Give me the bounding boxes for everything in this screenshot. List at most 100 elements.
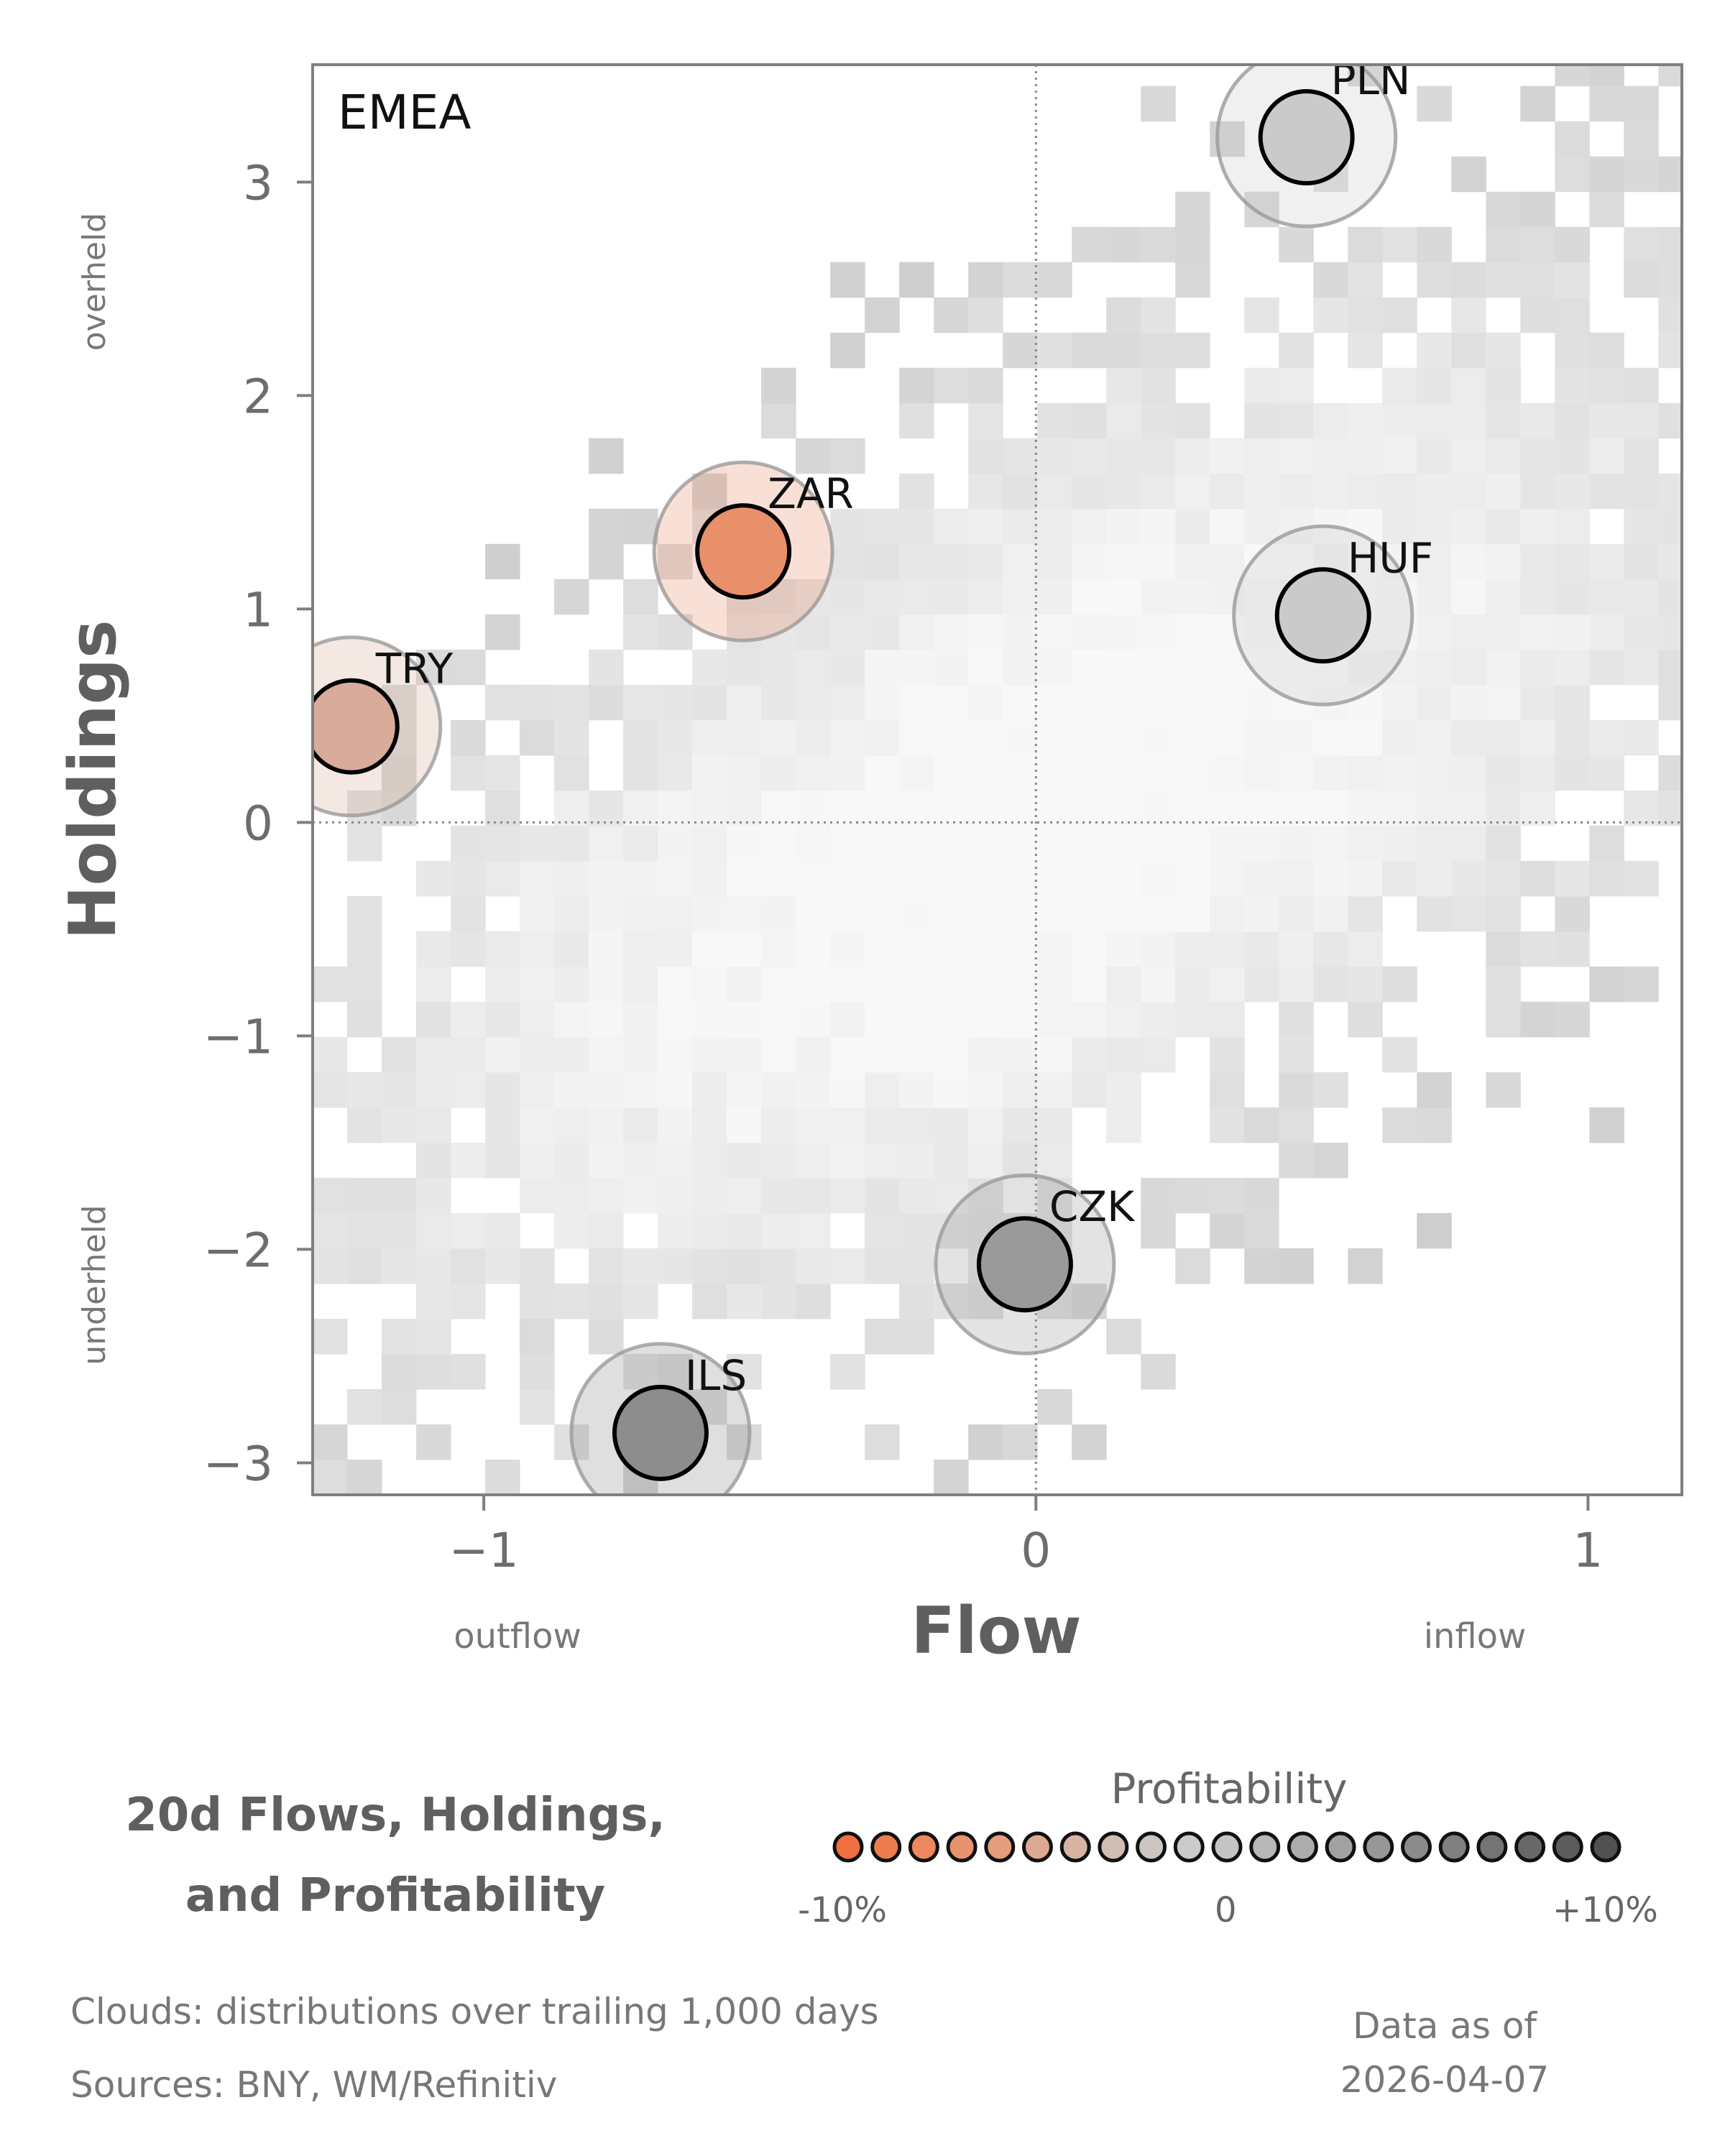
- cloud-cell: [1658, 614, 1682, 650]
- cloud-cell: [865, 966, 900, 1003]
- cloud-cell: [1624, 473, 1659, 510]
- cloud-cell: [1037, 931, 1072, 967]
- cloud-cell: [899, 1212, 934, 1249]
- cloud-cell: [554, 1107, 589, 1143]
- cloud-cell: [796, 1072, 831, 1108]
- cloud-cell: [1106, 1036, 1141, 1073]
- cloud-cell: [451, 931, 486, 967]
- cloud-cell: [1555, 402, 1590, 439]
- cloud-cell: [830, 1353, 865, 1390]
- legend-swatch: [1098, 1831, 1129, 1863]
- cloud-cell: [1175, 614, 1210, 650]
- cloud-cell: [1382, 297, 1417, 333]
- cloud-cell: [1486, 1001, 1521, 1038]
- cloud-cell: [658, 860, 693, 897]
- cloud-cell: [589, 1212, 624, 1249]
- cloud-cell: [1417, 262, 1452, 298]
- cloud-cell: [554, 825, 589, 862]
- cloud-cell: [1313, 297, 1348, 333]
- cloud-cell: [313, 1072, 348, 1108]
- cloud-cell: [1451, 402, 1486, 439]
- cloud-cell: [761, 1248, 796, 1284]
- cloud-cell: [1486, 966, 1521, 1003]
- cloud-cell: [1037, 684, 1072, 721]
- cloud-cell: [1106, 719, 1141, 756]
- legend-swatch: [1249, 1831, 1281, 1863]
- cloud-cell: [761, 1072, 796, 1108]
- cloud-cell: [1003, 438, 1038, 474]
- cloud-cell: [658, 1072, 693, 1108]
- point-marker: [1274, 567, 1371, 664]
- cloud-cell: [727, 1248, 762, 1284]
- cloud-cell: [1175, 755, 1210, 791]
- cloud-cell: [1141, 1353, 1176, 1390]
- cloud-cell: [1210, 895, 1245, 932]
- cloud-cell: [1555, 508, 1590, 545]
- cloud-cell: [1520, 719, 1555, 756]
- cloud-cell: [1175, 825, 1210, 862]
- cloud-cell: [1175, 790, 1210, 826]
- cloud-cell: [347, 966, 382, 1003]
- y-tick-label: 1: [243, 582, 273, 637]
- cloud-cell: [830, 1001, 865, 1038]
- cloud-cell: [1175, 966, 1210, 1003]
- footer-title-line2: and Profitability: [185, 1869, 606, 1922]
- cloud-cell: [1279, 1001, 1314, 1038]
- cloud-cell: [1486, 191, 1521, 228]
- cloud-cell: [727, 931, 762, 967]
- cloud-cell: [1003, 825, 1038, 862]
- cloud-cell: [830, 508, 865, 545]
- cloud-cell: [451, 649, 486, 686]
- cloud-cell: [451, 1072, 486, 1108]
- cloud-cell: [1348, 332, 1383, 369]
- cloud-cell: [865, 1107, 900, 1143]
- cloud-cell: [1210, 649, 1245, 686]
- cloud-cell: [761, 825, 796, 862]
- cloud-cell: [899, 262, 934, 298]
- cloud-cell: [554, 860, 589, 897]
- cloud-cell: [1210, 438, 1245, 474]
- legend-swatch: [1173, 1831, 1205, 1863]
- cloud-cell: [1520, 262, 1555, 298]
- cloud-cell: [1313, 473, 1348, 510]
- cloud-cell: [934, 966, 969, 1003]
- asof-line1: Data as of: [1352, 2005, 1537, 2047]
- cloud-cell: [520, 931, 555, 967]
- cloud-cell: [1279, 1248, 1314, 1284]
- cloud-cell: [968, 1001, 1003, 1038]
- cloud-cell: [1348, 860, 1383, 897]
- cloud-cell: [1141, 508, 1176, 545]
- cloud-cell: [658, 1001, 693, 1038]
- cloud-cell: [313, 1318, 348, 1355]
- cloud-cell: [692, 684, 727, 721]
- cloud-cell: [1486, 895, 1521, 932]
- cloud-cell: [761, 1177, 796, 1214]
- legend-swatch: [1059, 1831, 1091, 1863]
- cloud-cell: [934, 860, 969, 897]
- cloud-cell: [1141, 614, 1176, 650]
- x-tick-label: 1: [1573, 1523, 1603, 1578]
- cloud-cell: [1313, 719, 1348, 756]
- cloud-cell: [899, 1177, 934, 1214]
- cloud-cell: [1658, 508, 1682, 545]
- cloud-cell: [1417, 860, 1452, 897]
- point-label: TRY: [375, 645, 454, 694]
- cloud-cell: [1003, 1036, 1038, 1073]
- cloud-cell: [520, 1177, 555, 1214]
- cloud-cell: [1244, 508, 1279, 545]
- cloud-cell: [451, 1001, 486, 1038]
- cloud-cell: [1003, 895, 1038, 932]
- cloud-cell: [554, 1283, 589, 1319]
- cloud-cell: [968, 966, 1003, 1003]
- cloud-cell: [1417, 438, 1452, 474]
- point-huf: HUF: [1232, 524, 1433, 706]
- cloud-cell: [554, 579, 589, 615]
- cloud-cell: [1072, 755, 1107, 791]
- cloud-cell: [1348, 825, 1383, 862]
- cloud-cell: [1279, 719, 1314, 756]
- cloud-cell: [658, 1177, 693, 1214]
- cloud-cell: [623, 1072, 658, 1108]
- cloud-cell: [1072, 226, 1107, 263]
- cloud-cell: [1417, 1212, 1452, 1249]
- cloud-cell: [347, 1107, 382, 1143]
